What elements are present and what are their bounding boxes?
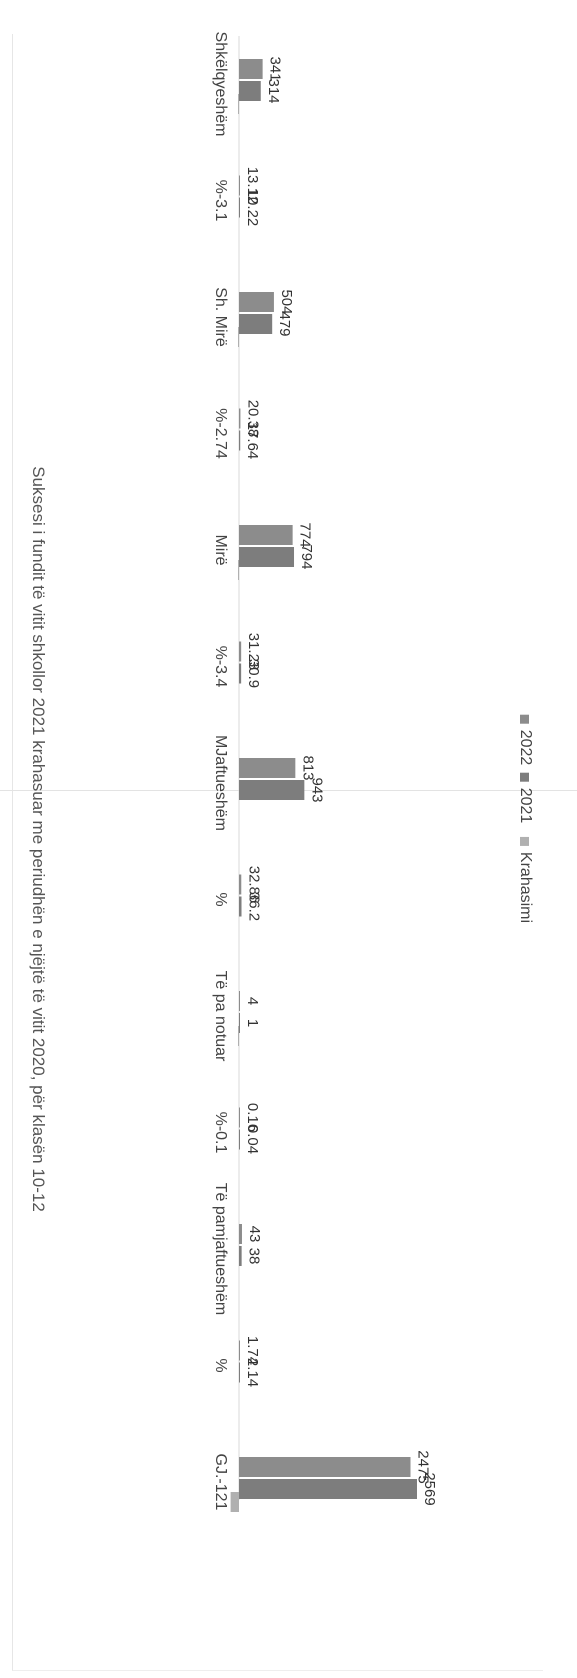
legend-label: Krahasimi	[517, 851, 534, 924]
chart-legend: 2022 2021 Krahasimi	[505, 714, 545, 960]
chart-title: Suksesi i fundit të vitit shkollor 2021 …	[29, 466, 48, 1212]
legend-swatch	[520, 836, 530, 846]
legend-label: 2021	[517, 787, 534, 824]
plot-frame	[12, 34, 543, 1671]
legend-swatch	[520, 714, 530, 724]
page-fold-line	[0, 790, 577, 791]
legend-label: 2022	[517, 729, 534, 766]
legend-swatch	[520, 772, 530, 782]
